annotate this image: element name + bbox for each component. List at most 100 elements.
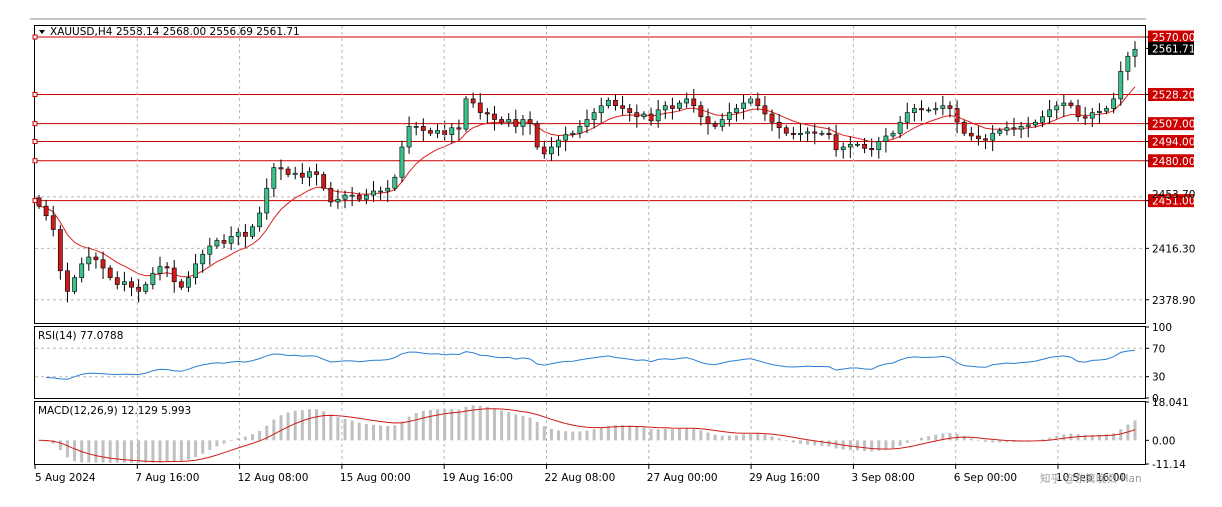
macd-bar bbox=[144, 440, 148, 463]
macd-bar bbox=[927, 436, 931, 441]
macd-bar bbox=[1062, 434, 1066, 441]
candle-body bbox=[1047, 109, 1052, 118]
macd-bar bbox=[742, 434, 746, 441]
macd-bar bbox=[165, 440, 169, 462]
candle-body bbox=[741, 102, 746, 109]
candle-body bbox=[1097, 110, 1102, 113]
candle-body bbox=[1011, 127, 1017, 130]
time-tick-label: 29 Aug 16:00 bbox=[749, 472, 820, 484]
time-tick-label: 6 Sep 00:00 bbox=[954, 472, 1017, 484]
price-tick-label: 2453.70 bbox=[1152, 189, 1195, 201]
price-tick-label: 2480.00 bbox=[1152, 156, 1195, 168]
macd-bar bbox=[229, 440, 233, 441]
rsi-pane-frame bbox=[34, 326, 1146, 399]
candle-body bbox=[178, 281, 184, 288]
macd-bar bbox=[656, 429, 660, 441]
level-anchor bbox=[32, 139, 38, 144]
macd-bar bbox=[827, 440, 831, 447]
candle-body bbox=[726, 112, 732, 120]
candle-body bbox=[598, 105, 604, 113]
candle-body bbox=[449, 127, 455, 135]
macd-bar bbox=[371, 424, 375, 441]
macd-bar bbox=[763, 434, 767, 441]
candle-body bbox=[584, 119, 590, 127]
time-tick-label: 22 Aug 08:00 bbox=[545, 472, 616, 484]
macd-bar bbox=[1112, 433, 1116, 441]
macd-bar bbox=[678, 428, 682, 441]
macd-bar bbox=[578, 431, 582, 441]
candle-body bbox=[990, 132, 996, 141]
candle-body bbox=[613, 99, 618, 107]
candle-body bbox=[307, 171, 312, 178]
macd-bar bbox=[848, 440, 852, 451]
candle-body bbox=[242, 231, 248, 237]
candle-body bbox=[805, 131, 811, 134]
candle-body bbox=[563, 134, 569, 141]
candle-body bbox=[677, 102, 682, 109]
macd-bar bbox=[884, 440, 888, 450]
rsi-title: RSI(14) 77.0788 bbox=[38, 330, 123, 342]
macd-bar bbox=[998, 440, 1002, 443]
candle-body bbox=[983, 138, 988, 141]
macd-bar bbox=[1076, 434, 1080, 441]
macd-bar bbox=[450, 409, 454, 441]
macd-bar bbox=[912, 439, 916, 441]
macd-bar bbox=[414, 412, 418, 441]
candle-body bbox=[783, 127, 789, 134]
candle-body bbox=[1104, 108, 1109, 112]
candle-body bbox=[43, 205, 49, 217]
candle-body bbox=[840, 146, 846, 151]
macd-bar bbox=[941, 433, 945, 441]
candle-body bbox=[100, 259, 106, 269]
macd-bar bbox=[898, 440, 902, 446]
candle-body bbox=[499, 119, 504, 123]
candle-body bbox=[235, 231, 241, 237]
time-tick-label: 10 Sep 16:00 bbox=[1056, 472, 1126, 484]
macd-bar bbox=[521, 415, 525, 441]
macd-bar bbox=[322, 411, 326, 441]
macd-bar bbox=[813, 440, 817, 446]
time-tick-label: 3 Sep 08:00 bbox=[851, 472, 914, 484]
candle-body bbox=[321, 174, 327, 189]
macd-bar bbox=[549, 428, 553, 441]
macd-bar bbox=[350, 420, 354, 441]
watermark: 知乎 @东篱晚归-Han bbox=[1040, 472, 1142, 485]
macd-bar bbox=[492, 408, 496, 441]
candle-body bbox=[968, 132, 974, 137]
candle-body bbox=[399, 146, 405, 178]
macd-axis: 18.041 0.00 -11.14 bbox=[1145, 397, 1189, 471]
macd-bar bbox=[1105, 434, 1109, 441]
price-tick-label: 2451.00 bbox=[1152, 196, 1195, 208]
candle-body bbox=[855, 143, 860, 146]
candle-body bbox=[342, 194, 348, 200]
horizontal-levels bbox=[32, 34, 1145, 204]
macd-bar bbox=[151, 440, 155, 463]
time-tick-label: 12 Aug 08:00 bbox=[238, 472, 309, 484]
candle-body bbox=[1089, 112, 1095, 119]
macd-bar bbox=[101, 440, 105, 463]
candle-body bbox=[819, 132, 825, 135]
candle-body bbox=[200, 253, 206, 265]
candle-body bbox=[698, 105, 704, 118]
macd-bar bbox=[421, 410, 425, 441]
macd-bar bbox=[663, 428, 667, 441]
rsi-tick-label: 0 bbox=[1152, 393, 1159, 405]
macd-bar bbox=[806, 440, 810, 445]
time-axis: 5 Aug 2024 7 Aug 16:00 12 Aug 08:00 15 Aug … bbox=[34, 465, 1126, 484]
dropdown-triangle-icon[interactable] bbox=[39, 30, 45, 34]
candle-body bbox=[221, 240, 227, 244]
level-price-marker bbox=[1148, 30, 1194, 44]
macd-bar bbox=[635, 426, 639, 441]
candle-body bbox=[527, 119, 533, 124]
candle-body bbox=[926, 109, 932, 112]
candle-body bbox=[150, 273, 156, 285]
macd-bar bbox=[606, 425, 610, 441]
level-price-marker bbox=[1148, 194, 1194, 208]
candle-body bbox=[577, 126, 583, 134]
candle-body bbox=[627, 108, 633, 113]
candle-body bbox=[534, 123, 540, 148]
macd-bar bbox=[685, 428, 689, 441]
candles bbox=[36, 41, 1138, 303]
candle-body bbox=[349, 194, 355, 197]
